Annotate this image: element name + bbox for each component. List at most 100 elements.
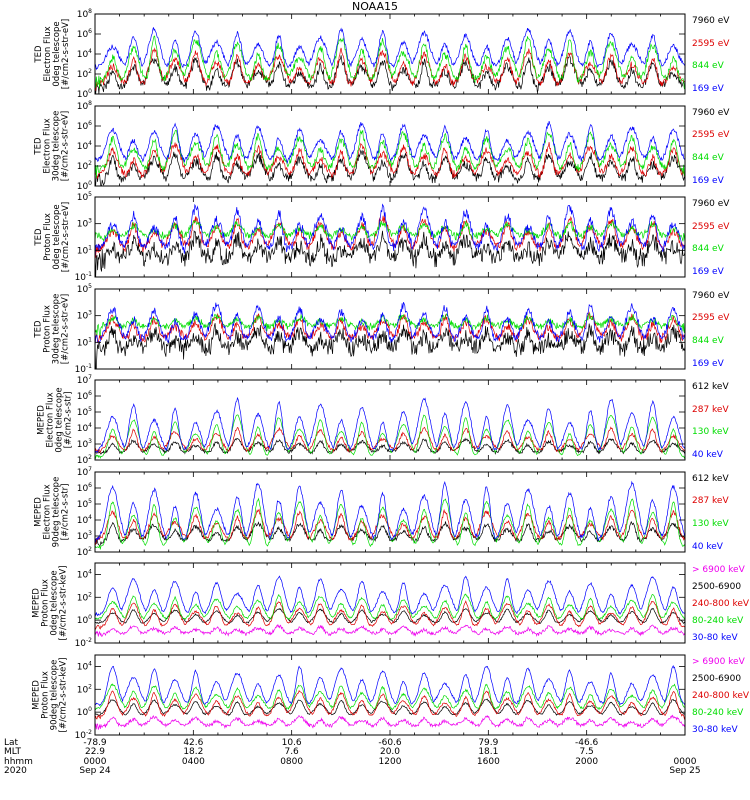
series-line-240-800-kev bbox=[94, 600, 686, 630]
y-tick-label: 106 bbox=[77, 28, 92, 40]
y-tick-label: 102 bbox=[77, 68, 92, 80]
series-line--6900-kev bbox=[94, 624, 686, 637]
y-tick-label: 101 bbox=[77, 244, 92, 256]
y-tick-label: 104 bbox=[77, 48, 92, 60]
y-tick-label: 10-1 bbox=[75, 363, 93, 375]
y-tick-label: 100 bbox=[77, 706, 92, 718]
series-line-80-240-kev bbox=[94, 593, 686, 621]
legend-entry: 612 keV bbox=[692, 473, 729, 484]
x-tick-label-hhmm: 0000 bbox=[83, 756, 107, 767]
series-line-7960-ev bbox=[94, 230, 686, 278]
series-line-7960-ev bbox=[94, 55, 686, 95]
legend-entry: 2595 eV bbox=[692, 38, 730, 49]
legend-entry: 7960 eV bbox=[692, 107, 730, 118]
series-line-7960-ev bbox=[94, 148, 686, 186]
legend-entry: 30-80 keV bbox=[692, 724, 738, 735]
series-line-169-ev bbox=[94, 27, 686, 71]
legend-entry: 240-800 keV bbox=[692, 599, 750, 609]
series-line-844-ev bbox=[94, 35, 686, 90]
y-tick-label: 106 bbox=[77, 390, 92, 402]
panel-plot-6: 102 103 104 105 106 107 bbox=[77, 466, 686, 558]
x-tick-label-mlt: 7.5 bbox=[579, 747, 594, 757]
series-line-287-kev bbox=[94, 508, 686, 545]
x-tick-label-hhmm: 2000 bbox=[575, 756, 599, 767]
y-axis-label-line: [#/cm2-s-str-eV] bbox=[60, 110, 71, 181]
y-tick-label: 100 bbox=[77, 88, 92, 100]
series-line-30-80-kev bbox=[94, 664, 686, 706]
series-line-169-ev bbox=[94, 301, 686, 347]
legend-entry: 844 eV bbox=[692, 61, 724, 72]
series-line--6900-kev bbox=[94, 714, 686, 730]
legend-entry: > 6900 keV bbox=[692, 565, 745, 575]
legend: 612 keV 287 keV 130 keV 40 keV bbox=[692, 380, 750, 460]
y-tick-label: 101 bbox=[77, 336, 92, 348]
legend-entry: 80-240 keV bbox=[692, 616, 744, 626]
x-tick-label-lat: 42.6 bbox=[183, 737, 204, 748]
legend: 612 keV 287 keV 130 keV 40 keV bbox=[692, 472, 750, 552]
legend-entry: 169 eV bbox=[692, 267, 724, 277]
x-tick-label-hhmm: 0800 bbox=[280, 756, 304, 767]
y-axis-label-line: [#/cm2-s-str-eV] bbox=[60, 201, 71, 273]
legend-entry: 80-240 keV bbox=[692, 707, 744, 718]
y-axis-label: TED Electron Flux 0deg telescope [#/cm2-s-s… bbox=[0, 14, 88, 94]
y-tick-label: 108 bbox=[77, 8, 92, 20]
legend: 7960 eV 2595 eV 844 eV 169 eV bbox=[692, 289, 750, 369]
x-tick-label-mlt: 22.9 bbox=[84, 747, 106, 757]
y-tick-label: 102 bbox=[77, 546, 92, 558]
y-tick-label: 104 bbox=[77, 568, 92, 580]
panel-plot-7: 10-2 100 102 104 bbox=[75, 562, 686, 649]
x-tick-label-hhmm: 0400 bbox=[181, 756, 205, 767]
legend-entry: 287 keV bbox=[692, 404, 729, 415]
y-tick-label: 102 bbox=[77, 591, 92, 603]
y-tick-label: 10-2 bbox=[75, 637, 93, 649]
panel-2: 100 102 104 106 108 bbox=[77, 100, 686, 192]
y-tick-label: 105 bbox=[77, 498, 92, 510]
x-row-label-hhmm: hhmm bbox=[4, 756, 33, 767]
legend-entry: 169 eV bbox=[692, 175, 724, 186]
legend: 7960 eV 2595 eV 844 eV 169 eV bbox=[692, 14, 750, 94]
legend-entry: 2595 eV bbox=[692, 221, 730, 232]
y-tick-label: 106 bbox=[77, 482, 92, 494]
y-tick-label: 100 bbox=[77, 614, 92, 626]
y-tick-label: 107 bbox=[77, 466, 92, 478]
y-tick-label: 103 bbox=[77, 309, 92, 321]
y-axis-label-line: [#/cm2-s-str-keV] bbox=[58, 657, 69, 732]
y-tick-label: 105 bbox=[77, 283, 92, 295]
legend-entry: 2595 eV bbox=[692, 313, 730, 324]
y-tick-label: 106 bbox=[77, 120, 92, 132]
legend-entry: 2500-6900 bbox=[692, 673, 742, 684]
x-row-label-mlt: MLT bbox=[4, 747, 22, 757]
panel-5: 102 103 104 105 106 107 bbox=[77, 374, 686, 466]
x-tick-label-lat: 79.9 bbox=[478, 737, 499, 748]
legend: > 6900 keV 2500-6900 240-800 keV 80-240 keV… bbox=[692, 563, 750, 643]
y-axis-label: TED Proton Flux 0deg telescope [#/cm2-s-str… bbox=[0, 197, 88, 277]
x-tick-label-date: Sep 25 bbox=[669, 766, 701, 776]
legend-entry: 844 eV bbox=[692, 152, 724, 163]
legend-entry: 40 keV bbox=[692, 450, 723, 460]
y-tick-label: 10-1 bbox=[75, 271, 93, 283]
legend-entry: 844 eV bbox=[692, 335, 724, 346]
y-tick-label: 105 bbox=[77, 406, 92, 418]
y-axis-label-line: [#/cm2-s-str-eV] bbox=[60, 18, 71, 90]
y-tick-label: 10-2 bbox=[75, 729, 93, 741]
series-line-130-kev bbox=[94, 414, 686, 460]
y-tick-label: 100 bbox=[77, 180, 92, 192]
y-tick-label: 104 bbox=[77, 514, 92, 526]
y-tick-label: 103 bbox=[77, 218, 92, 230]
legend-entry: 2595 eV bbox=[692, 130, 730, 141]
x-tick-label-hhmm: 1600 bbox=[476, 756, 500, 767]
legend: 7960 eV 2595 eV 844 eV 169 eV bbox=[692, 106, 750, 186]
panel-3: 10-1 101 103 105 bbox=[75, 191, 686, 283]
series-line-169-ev bbox=[94, 120, 686, 164]
panel-6: 102 103 104 105 106 107 bbox=[77, 466, 686, 558]
x-tick-label-date: Sep 24 bbox=[79, 766, 111, 776]
x-tick-label-lat: 10.6 bbox=[281, 737, 302, 748]
y-tick-label: 104 bbox=[77, 422, 92, 434]
x-tick-label-mlt: 18.1 bbox=[478, 747, 499, 757]
x-tick-label-mlt: 7.6 bbox=[284, 747, 299, 757]
y-tick-label: 104 bbox=[77, 140, 92, 152]
y-axis-label: TED Proton Flux 30deg telescope [#/cm2-s-st… bbox=[0, 289, 88, 369]
series-line-2500-6900 bbox=[94, 607, 686, 625]
y-axis-label-line: [#/cm2-s-str-eV] bbox=[60, 293, 71, 364]
series-line-7960-ev bbox=[94, 322, 686, 369]
